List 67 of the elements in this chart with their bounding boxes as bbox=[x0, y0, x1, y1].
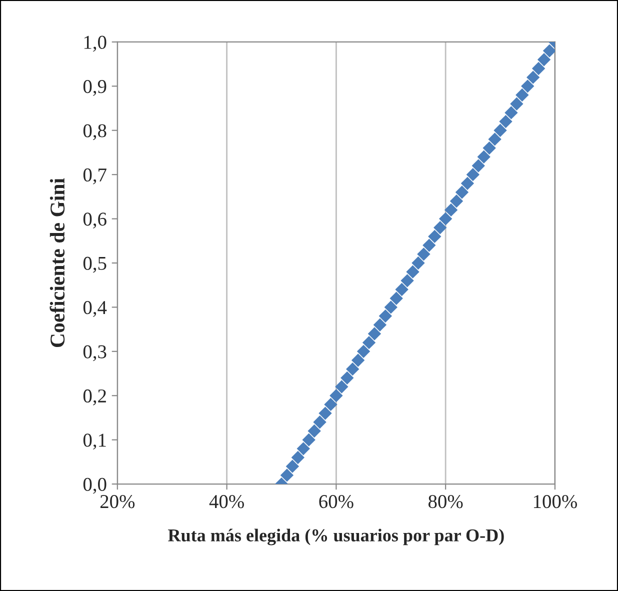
y-tick-label: 0,4 bbox=[83, 301, 107, 317]
point bbox=[313, 416, 326, 429]
point bbox=[542, 44, 555, 58]
point bbox=[526, 70, 540, 84]
point bbox=[532, 62, 546, 76]
point bbox=[434, 221, 447, 234]
x-axis-title: Ruta más elegida (% usuarios por par O-D) bbox=[168, 528, 504, 546]
x-tick-label: 100% bbox=[534, 495, 577, 508]
point bbox=[422, 238, 436, 252]
point bbox=[280, 468, 294, 482]
point bbox=[516, 88, 529, 102]
y-tick-label: 0,9 bbox=[83, 80, 106, 96]
y-tick-label: 0,2 bbox=[83, 389, 106, 406]
point bbox=[318, 406, 332, 420]
point bbox=[537, 53, 551, 66]
point bbox=[482, 141, 496, 155]
point bbox=[504, 106, 518, 120]
point bbox=[351, 354, 365, 367]
point bbox=[444, 203, 458, 217]
x-tick-label: 20% bbox=[100, 495, 135, 508]
point bbox=[510, 97, 524, 110]
y-tick-label: 0,7 bbox=[83, 168, 106, 184]
y-tick-label: 0,1 bbox=[83, 434, 106, 450]
point bbox=[472, 159, 485, 172]
point bbox=[428, 230, 442, 244]
point bbox=[406, 265, 420, 278]
point bbox=[324, 398, 338, 412]
y-tick-label: 0,3 bbox=[83, 345, 106, 362]
point bbox=[373, 318, 387, 332]
point bbox=[460, 176, 474, 190]
x-tick-label: 80% bbox=[428, 495, 463, 508]
x-tick-label: 60% bbox=[319, 495, 354, 508]
point bbox=[488, 132, 502, 146]
point bbox=[330, 389, 343, 402]
point bbox=[378, 309, 392, 323]
point bbox=[356, 344, 370, 358]
point bbox=[521, 80, 534, 93]
point bbox=[296, 442, 310, 456]
y-tick-label: 1,0 bbox=[84, 36, 106, 52]
point bbox=[455, 186, 469, 199]
y-tick-label: 0,5 bbox=[83, 256, 106, 273]
point bbox=[466, 168, 480, 182]
point bbox=[438, 212, 452, 226]
point bbox=[335, 380, 348, 394]
point bbox=[395, 282, 408, 296]
point bbox=[346, 362, 360, 376]
point bbox=[450, 194, 464, 208]
point bbox=[494, 124, 507, 137]
point bbox=[286, 460, 300, 473]
point bbox=[291, 450, 304, 464]
x-tick-label: 40% bbox=[209, 495, 244, 508]
point bbox=[384, 300, 398, 314]
point bbox=[340, 371, 354, 385]
point bbox=[302, 433, 316, 446]
point bbox=[308, 424, 321, 438]
y-tick-label: 0,0 bbox=[83, 478, 106, 494]
point bbox=[400, 274, 414, 288]
point bbox=[499, 114, 512, 128]
y-axis-title: Coeficiente de Gini bbox=[50, 178, 65, 348]
point bbox=[477, 150, 490, 164]
point bbox=[390, 292, 403, 305]
y-tick-label: 0,6 bbox=[83, 212, 106, 229]
point bbox=[412, 256, 425, 270]
point bbox=[368, 327, 382, 340]
point bbox=[417, 248, 430, 261]
point bbox=[362, 336, 376, 350]
y-tick-label: 0,8 bbox=[83, 124, 106, 140]
